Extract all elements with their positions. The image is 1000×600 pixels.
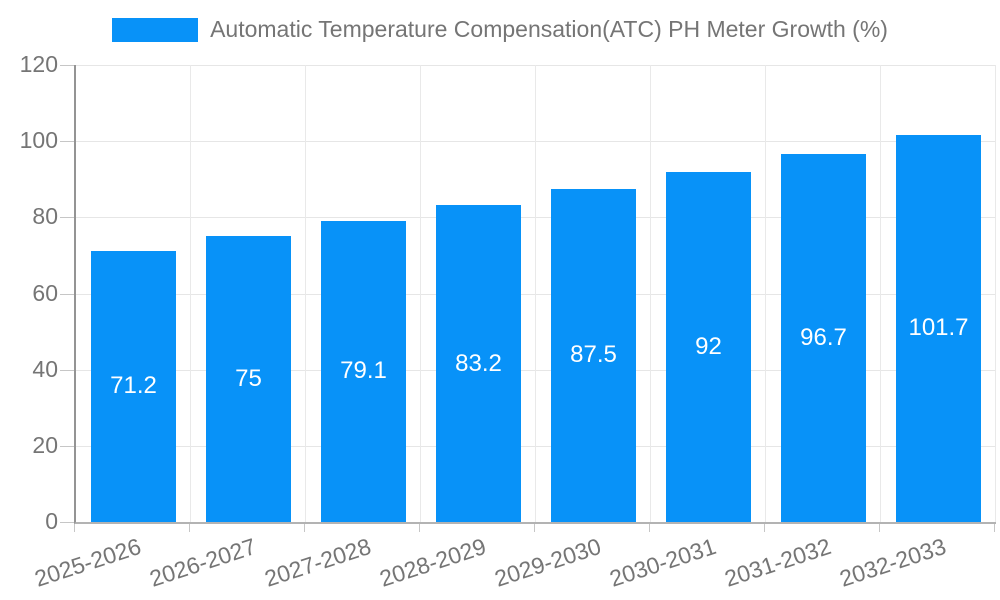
- bar-value-label: 75: [235, 365, 262, 393]
- bar: 96.7: [781, 153, 866, 522]
- y-axis-label: 120: [19, 50, 58, 77]
- vertical-gridline: [305, 65, 306, 522]
- vertical-gridline: [995, 65, 996, 522]
- x-axis-label: 2028-2029: [375, 533, 489, 592]
- bar-value-label: 83.2: [455, 349, 502, 377]
- vertical-gridline: [880, 65, 881, 522]
- x-axis-tick: [189, 524, 190, 532]
- x-axis-label: 2032-2033: [835, 533, 949, 592]
- x-axis-label: 2026-2027: [145, 533, 259, 592]
- vertical-gridline: [420, 65, 421, 522]
- bar-value-label: 87.5: [570, 341, 617, 369]
- y-axis-label: 0: [45, 507, 58, 534]
- vertical-gridline: [650, 65, 651, 522]
- x-axis-tick: [649, 524, 650, 532]
- bar: 87.5: [551, 188, 636, 522]
- horizontal-gridline: [76, 293, 996, 295]
- bar-value-label: 101.7: [908, 314, 969, 342]
- x-axis-label: 2031-2032: [720, 533, 834, 592]
- y-axis-tick: [60, 369, 74, 371]
- x-axis-tick: [304, 524, 305, 532]
- x-axis-tick: [74, 524, 75, 532]
- chart-legend: Automatic Temperature Compensation(ATC) …: [0, 16, 1000, 43]
- x-axis-tick: [419, 524, 420, 532]
- y-axis-label: 80: [32, 203, 58, 230]
- horizontal-gridline: [76, 217, 996, 219]
- x-axis-tick: [879, 524, 880, 532]
- bar: 92: [666, 171, 751, 522]
- y-axis-tick: [60, 522, 74, 523]
- bar: 83.2: [436, 205, 521, 522]
- vertical-gridline: [190, 65, 191, 522]
- x-axis-tick: [534, 524, 535, 532]
- bar-value-label: 92: [695, 332, 722, 360]
- y-axis-label: 100: [19, 127, 58, 154]
- vertical-gridline: [765, 65, 766, 522]
- bar: 79.1: [321, 220, 406, 522]
- y-axis-label: 20: [32, 431, 58, 458]
- vertical-gridline: [535, 65, 536, 522]
- horizontal-gridline: [76, 369, 996, 371]
- x-axis-tick: [764, 524, 765, 532]
- horizontal-gridline: [76, 445, 996, 447]
- legend-label: Automatic Temperature Compensation(ATC) …: [210, 16, 888, 42]
- x-axis-label: 2029-2030: [490, 533, 604, 592]
- horizontal-gridline: [76, 141, 996, 143]
- bar-value-label: 96.7: [800, 323, 847, 351]
- bar: 101.7: [896, 134, 981, 522]
- x-axis-label: 2030-2031: [605, 533, 719, 592]
- legend-swatch: [112, 17, 199, 42]
- y-axis-tick: [60, 217, 74, 219]
- y-axis-tick: [60, 65, 74, 66]
- y-axis-label: 40: [32, 355, 58, 382]
- bar-value-label: 71.2: [110, 372, 157, 400]
- x-axis-label: 2027-2028: [260, 533, 374, 592]
- plot-area: 71.2 75 79.1 83.2 87.5 92 96.7 101.7: [74, 65, 996, 524]
- bar: 71.2: [91, 250, 176, 522]
- y-axis-label: 60: [32, 279, 58, 306]
- horizontal-gridline: [76, 65, 996, 66]
- bar: 75: [206, 236, 291, 522]
- y-axis-tick: [60, 141, 74, 143]
- y-axis-tick: [60, 445, 74, 447]
- bar-value-label: 79.1: [340, 357, 387, 385]
- x-axis-label: 2025-2026: [30, 533, 144, 592]
- x-axis-tick: [994, 524, 995, 532]
- y-axis-tick: [60, 293, 74, 295]
